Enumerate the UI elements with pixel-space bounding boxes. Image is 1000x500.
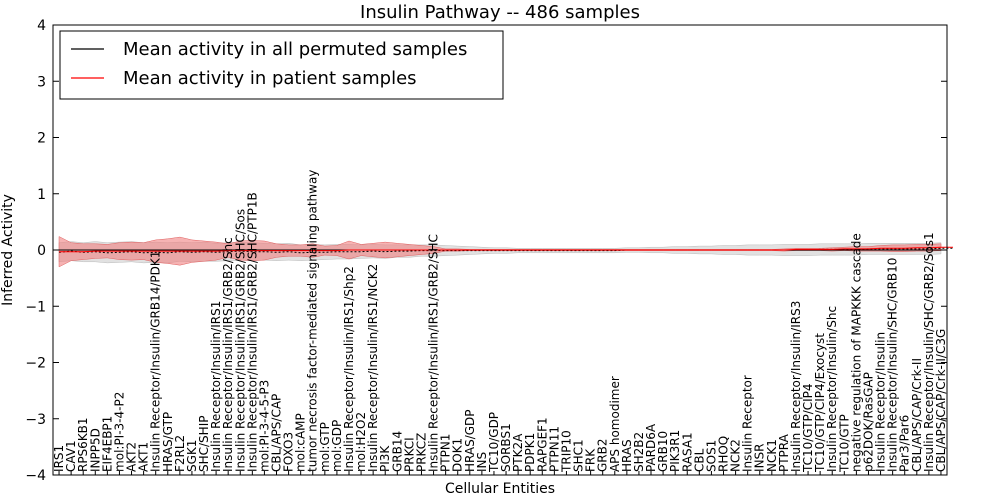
x-tick-label: INSR xyxy=(753,443,767,471)
x-tick-label: PTPN11 xyxy=(547,426,561,472)
x-axis: IRS1CAV1RPS6KB1INPP5DEIF4EBP1mol:PI-3-4-… xyxy=(52,170,948,475)
x-tick-label: PARD6A xyxy=(644,423,658,472)
series-line-patient xyxy=(59,246,953,253)
plot-area xyxy=(53,236,953,268)
x-tick-label: TC10/GDP xyxy=(487,412,501,473)
x-tick-label: mol:cAMP xyxy=(294,413,308,472)
x-tick-label: INPP5D xyxy=(88,428,102,472)
series-line-permuted xyxy=(58,247,953,254)
x-tick-label: HRAS/GTP xyxy=(161,412,175,472)
x-tick-label: INS xyxy=(475,452,489,472)
x-tick-label: mol:PI-3-4-5-P3 xyxy=(257,380,271,472)
x-axis-label: Cellular Entities xyxy=(445,481,555,497)
x-tick-label: Insulin Receptor/Insulin/IRS1/GRB2/SHC xyxy=(427,234,441,472)
x-tick-label: PTPN1 xyxy=(439,434,453,472)
x-tick-label: FOXO3 xyxy=(282,432,296,472)
x-tick-label: tumor necrosis factor-mediated signaling… xyxy=(306,170,320,472)
x-tick-label: TRIP10 xyxy=(559,430,573,473)
x-tick-label: Insulin Receptor/Insulin/IRS1 xyxy=(209,301,223,472)
x-tick-label: PI3K xyxy=(378,445,392,472)
x-tick-label: RPS6KB1 xyxy=(76,417,90,472)
x-tick-label: PRKCZ xyxy=(415,433,429,472)
x-tick-label: mol:GTP xyxy=(318,422,332,472)
x-tick-label: Insulin Receptor/Insulin xyxy=(874,332,888,472)
x-tick-label: RAPGEF1 xyxy=(535,417,549,472)
y-axis-label: Inferred Activity xyxy=(0,194,16,306)
x-tick-label: Insulin Receptor/Insulin/GRB14/PDK1 xyxy=(149,251,163,472)
x-tick-label: CBL/APS/CAP/Crk-II xyxy=(910,358,924,472)
x-tick-label: Insulin Receptor/Insulin/IRS1/GRB2/Shc xyxy=(221,237,235,472)
patient-confidence-band xyxy=(58,236,942,268)
x-tick-label: SORBS1 xyxy=(499,423,513,472)
x-tick-label: negative regulation of MAPKKK cascade xyxy=(849,233,863,472)
y-tick-label: −4 xyxy=(25,468,46,484)
x-tick-label: HRAS/GDP xyxy=(463,409,477,472)
x-tick-label: Par3/Par6 xyxy=(898,415,912,472)
legend: Mean activity in all permuted samples Me… xyxy=(59,30,504,100)
x-tick-label: APS homodimer xyxy=(608,376,622,472)
legend-box xyxy=(59,30,504,100)
x-tick-label: SGK1 xyxy=(185,440,199,472)
y-tick-label: 2 xyxy=(37,131,46,147)
x-tick-label: AKT2 xyxy=(125,442,139,472)
x-tick-label: Insulin Receptor/Insulin/IRS1/GRB2/SHC/P… xyxy=(245,192,259,472)
x-tick-label: Insulin Receptor/Insulin/SHC/GRB10 xyxy=(886,258,900,472)
legend-permuted-label: Mean activity in all permuted samples xyxy=(123,39,467,60)
x-tick-label: PRKCI xyxy=(402,437,416,472)
x-tick-label: Insulin Receptor/Insulin/IRS3 xyxy=(789,301,803,472)
x-tick-label: PTK2A xyxy=(511,433,525,472)
y-axis: 4 3 2 1 0 −1 −2 −3 −4 xyxy=(25,18,947,484)
x-tick-label: GRB2 xyxy=(596,438,610,472)
x-tick-label: CBL/APS/CAP/Crk-II/C3G xyxy=(934,329,948,472)
x-tick-label: CAV1 xyxy=(64,440,78,472)
y-tick-label: −1 xyxy=(25,299,46,315)
x-tick-label: mol:H2O2 xyxy=(354,412,368,472)
x-tick-label: NCK2 xyxy=(729,439,743,472)
x-tick-label: Insulin Receptor/Insulin/IRS1/GRB2/SHC/S… xyxy=(233,209,247,472)
y-tick-label: 1 xyxy=(37,187,46,203)
x-tick-label: CBL xyxy=(692,448,706,472)
x-tick-label: RHOQ xyxy=(717,436,731,472)
x-tick-label: SH2B2 xyxy=(632,432,646,472)
x-tick-label: SOS1 xyxy=(704,440,718,472)
x-tick-label: Insulin Receptor/Insulin/IRS1/NCK2 xyxy=(366,264,380,472)
x-tick-label: SHC1 xyxy=(572,439,586,472)
y-tick-label: 4 xyxy=(37,18,46,34)
x-tick-label: F2RL2 xyxy=(173,435,187,472)
x-tick-label: RASA1 xyxy=(680,432,694,472)
legend-patient-label: Mean activity in patient samples xyxy=(123,68,417,89)
x-tick-label: PIK3R1 xyxy=(668,430,682,472)
x-tick-label: TC10/GTP/CIP4 xyxy=(801,383,815,473)
x-tick-label: Insulin Receptor xyxy=(741,375,755,472)
x-tick-label: NCK1 xyxy=(765,439,779,472)
x-tick-label: mol:GDP xyxy=(330,420,344,472)
x-tick-label: Insulin Receptor/Insulin/Shc xyxy=(825,306,839,472)
x-tick-label: mol:PI-3-4-P2 xyxy=(112,392,126,472)
x-tick-label: TC10/GTP xyxy=(837,414,851,473)
chart-title: Insulin Pathway -- 486 samples xyxy=(360,2,640,23)
x-tick-label: HRAS xyxy=(620,439,634,472)
x-tick-label: PTPRA xyxy=(777,433,791,472)
x-tick-label: SHC/SHIP xyxy=(197,416,211,472)
x-tick-label: Insulin Receptor/Insulin/SHC/GRB2/Sos1 xyxy=(922,232,936,472)
y-tick-label: −2 xyxy=(25,356,46,372)
x-tick-label: DOK1 xyxy=(451,438,465,472)
x-tick-label: p62DOK/RasGAP xyxy=(862,372,876,472)
y-tick-label: 3 xyxy=(37,74,46,90)
x-tick-label: CBL/APS/CAP xyxy=(270,394,284,472)
x-tick-label: EIF4EBP1 xyxy=(100,416,114,472)
x-tick-label: Insulin Receptor/Insulin/IRS1/Shp2 xyxy=(342,266,356,472)
x-tick-label: TC10/GTP/CIP4/Exocyst xyxy=(813,333,827,473)
x-tick-label: AKT1 xyxy=(137,442,151,472)
y-tick-label: −3 xyxy=(25,412,46,428)
x-tick-label: GRB14 xyxy=(390,431,404,472)
x-tick-label: GRB10 xyxy=(656,431,670,472)
x-tick-label: FRK xyxy=(584,448,598,472)
x-tick-label: PDPK1 xyxy=(523,433,537,472)
x-tick-label: IRS1 xyxy=(52,445,66,472)
y-tick-label: 0 xyxy=(37,243,46,259)
